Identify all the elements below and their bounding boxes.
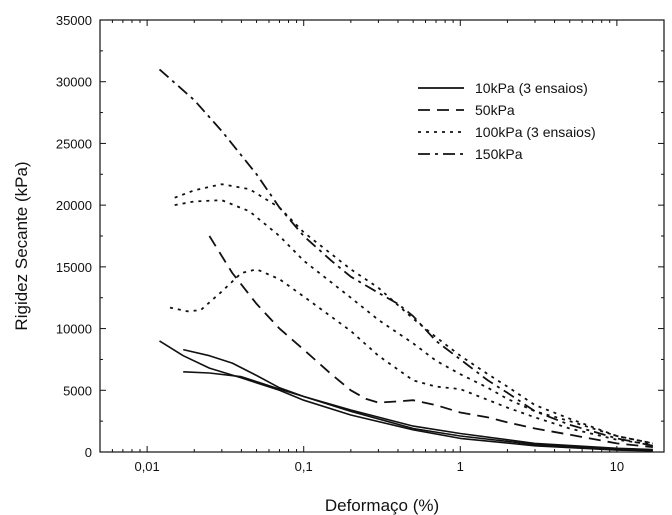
- x-tick-label: 0,1: [295, 459, 313, 474]
- x-axis-label: Deformaço (%): [325, 496, 439, 515]
- series-line-2: [183, 348, 653, 451]
- y-tick-label: 35000: [56, 13, 92, 28]
- legend: 10kPa (3 ensaios) 50kPa 100kPa (3 ensaios)…: [418, 80, 596, 162]
- y-tick-label: 15000: [56, 260, 92, 275]
- series-line-7: [169, 268, 654, 446]
- y-tick-label: 5000: [63, 383, 92, 398]
- y-tick-label: 10000: [56, 322, 92, 337]
- legend-label: 150kPa: [475, 146, 523, 162]
- series-line-3: [183, 371, 653, 451]
- series-line-6: [174, 199, 654, 445]
- series-line-4: [208, 235, 653, 448]
- x-tick-label: 0,01: [134, 459, 159, 474]
- series-line-1: [159, 340, 653, 452]
- y-axis-label: Rigidez Secante (kPa): [12, 161, 31, 330]
- y-tick-label: 20000: [56, 198, 92, 213]
- series-line-5: [174, 183, 654, 445]
- axes: 0 5000 10000 15000 20000 25000 30000 35000 0,01 0…: [56, 13, 665, 474]
- y-tick-label: 30000: [56, 75, 92, 90]
- y-tick-label: 0: [85, 445, 92, 460]
- legend-label: 100kPa (3 ensaios): [475, 124, 596, 140]
- x-tick-label: 1: [457, 459, 464, 474]
- legend-label: 10kPa (3 ensaios): [475, 80, 588, 96]
- plot-lines: [158, 68, 654, 452]
- legend-label: 50kPa: [475, 102, 515, 118]
- series-line-8: [158, 68, 654, 447]
- x-tick-label: 10: [610, 459, 624, 474]
- y-tick-label: 25000: [56, 136, 92, 151]
